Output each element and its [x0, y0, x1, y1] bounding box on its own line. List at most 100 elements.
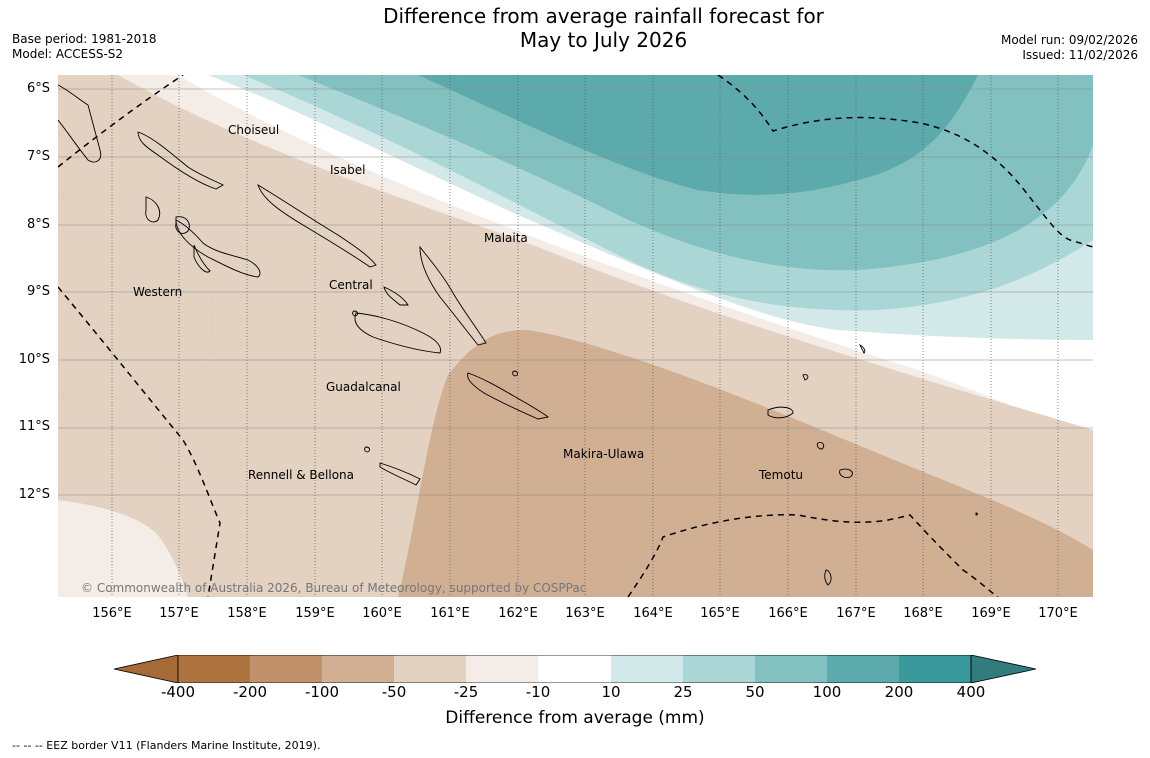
- island-new-georgia: [175, 219, 261, 278]
- colorbar-segment: [827, 655, 899, 683]
- island-rennell: [379, 462, 421, 486]
- island-santa-cruz-ndeni: [767, 406, 794, 419]
- colorbar-tick: 100: [812, 683, 842, 701]
- eez-south: [627, 514, 999, 597]
- island-utupua: [816, 442, 825, 450]
- label-rennell-bellona: Rennell & Bellona: [248, 468, 354, 482]
- lon-label: 170°E: [1038, 606, 1078, 621]
- lat-label: 6°S: [26, 81, 50, 96]
- lat-label: 9°S: [26, 284, 50, 299]
- island-florida: [383, 286, 409, 306]
- model-name: Model: ACCESS-S2: [12, 47, 124, 61]
- colorbar-outline: [177, 655, 972, 683]
- label-temotu: Temotu: [758, 468, 803, 482]
- island-bellona: [364, 446, 370, 453]
- lon-label: 158°E: [227, 606, 267, 621]
- rainfall-map: Choiseul Isabel Malaita Western Central …: [58, 75, 1093, 597]
- label-isabel: Isabel: [330, 163, 365, 177]
- eez-northwest: [58, 75, 184, 168]
- band-minus-50-south: [398, 330, 1093, 597]
- label-western: Western: [133, 285, 182, 299]
- colorbar-segment: [250, 655, 322, 683]
- colorbar-segment: [394, 655, 466, 683]
- colorbar-tick: -200: [232, 683, 268, 701]
- lon-label: 165°E: [700, 606, 740, 621]
- colorbar-tick: -10: [525, 683, 551, 701]
- lon-label: 164°E: [633, 606, 673, 621]
- colorbar-segment: [611, 655, 683, 683]
- island-vella-lavella: [145, 196, 161, 223]
- lat-label: 11°S: [18, 419, 50, 434]
- island-choiseul: [137, 131, 224, 190]
- colorbar-tick: -100: [304, 683, 340, 701]
- island-bougainville: [58, 84, 102, 163]
- colorbar-high-arrow: [970, 655, 1036, 683]
- colorbar-segment: [466, 655, 538, 683]
- colorbar-segment: [178, 655, 250, 683]
- lon-label: 166°E: [768, 606, 808, 621]
- lon-label: 156°E: [92, 606, 132, 621]
- colorbar-segment: [322, 655, 394, 683]
- issued-date: Issued: 11/02/2026: [1022, 48, 1138, 62]
- label-central: Central: [329, 278, 373, 292]
- colorbar-low-arrow: [114, 655, 179, 683]
- colorbar-tick: 10: [601, 683, 621, 701]
- colorbar-segment: [683, 655, 755, 683]
- island-malaita: [419, 245, 487, 346]
- band-minus-25-southwest: [58, 75, 214, 495]
- lat-label: 12°S: [18, 487, 50, 502]
- province-labels: Choiseul Isabel Malaita Western Central …: [133, 123, 803, 482]
- eez-borders: [58, 75, 1093, 597]
- base-period: Base period: 1981-2018: [12, 32, 157, 46]
- lon-label: 169°E: [971, 606, 1011, 621]
- copyright-notice: © Commonwealth of Australia 2026, Bureau…: [81, 581, 586, 595]
- title-line-1: Difference from average rainfall forecas…: [383, 4, 824, 28]
- label-malaita: Malaita: [484, 231, 528, 245]
- colorbar-title: Difference from average (mm): [445, 708, 705, 728]
- island-vanikoro: [839, 468, 853, 478]
- lat-label: 7°S: [26, 149, 50, 164]
- colorbar-segment: [899, 655, 971, 683]
- island-tikopia: [824, 569, 832, 586]
- island-isabel: [257, 183, 377, 268]
- lon-label: 163°E: [565, 606, 605, 621]
- model-run: Model run: 09/02/2026: [1000, 33, 1138, 47]
- grid: [58, 88, 1093, 496]
- island-anuta: [975, 512, 978, 516]
- grid-meridians: [111, 75, 1059, 597]
- colorbar-tick: -25: [453, 683, 479, 701]
- colorbar: [114, 655, 1036, 683]
- title-line-2: May to July 2026: [519, 28, 688, 52]
- island-duff: [858, 343, 866, 354]
- lon-label: 162°E: [498, 606, 538, 621]
- colorbar-tick: 50: [745, 683, 765, 701]
- band-plus-100: [418, 75, 978, 195]
- island-ulawa: [512, 370, 518, 377]
- lon-label: 157°E: [159, 606, 199, 621]
- colorbar-tick: 200: [884, 683, 914, 701]
- colorbar-segment: [538, 655, 611, 683]
- label-choiseul: Choiseul: [228, 123, 279, 137]
- lon-label: 161°E: [430, 606, 470, 621]
- islands: [58, 84, 978, 586]
- colorbar-tick: 25: [673, 683, 693, 701]
- colorbar-tick: 400: [956, 683, 986, 701]
- label-makira-ulawa: Makira-Ulawa: [563, 447, 644, 461]
- eez-northeast: [717, 75, 1093, 248]
- lat-label: 10°S: [18, 352, 50, 367]
- lon-label: 168°E: [903, 606, 943, 621]
- band-minus-10-southwest: [58, 500, 188, 597]
- lon-label: 159°E: [295, 606, 335, 621]
- colorbar-segment: [755, 655, 827, 683]
- island-reef-islands: [802, 374, 809, 381]
- lat-label: 8°S: [26, 217, 50, 232]
- lon-label: 160°E: [362, 606, 402, 621]
- eez-footnote: -- -- -- EEZ border V11 (Flanders Marine…: [12, 739, 321, 752]
- island-guadalcanal: [354, 312, 441, 354]
- label-guadalcanal: Guadalcanal: [326, 380, 401, 394]
- island-makira: [467, 372, 549, 420]
- lon-label: 167°E: [836, 606, 876, 621]
- island-ranongga: [193, 244, 211, 273]
- island-kolombangara: [175, 216, 190, 234]
- colorbar-tick: -50: [381, 683, 407, 701]
